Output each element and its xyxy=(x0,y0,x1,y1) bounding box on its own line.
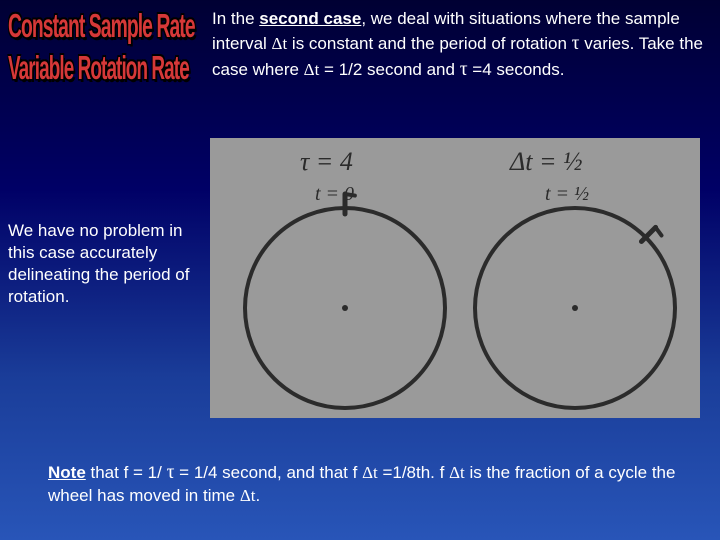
note-t1: that f = 1/ xyxy=(86,463,167,482)
wordart-line-1: Constant Sample Rate xyxy=(8,8,192,46)
intro-post2: is constant and the period of rotation xyxy=(287,34,571,53)
delta-t: Δt xyxy=(272,34,288,53)
rotation-diagram: τ = 4Δt = ½t = 0t = ½ xyxy=(210,138,700,423)
delta-t: Δt xyxy=(240,486,256,505)
note-t2: = 1/4 second, and that f xyxy=(174,463,362,482)
diagram-svg: τ = 4Δt = ½t = 0t = ½ xyxy=(210,138,700,418)
tau-symbol: τ xyxy=(460,59,468,80)
intro-pre: In the xyxy=(212,9,259,28)
tau-symbol: τ xyxy=(572,33,580,54)
side-caption: We have no problem in this case accurate… xyxy=(8,220,203,308)
intro-post4: = 1/2 second and xyxy=(319,60,459,79)
svg-text:t = ½: t = ½ xyxy=(545,183,589,205)
note-t3: =1/8th. f xyxy=(378,463,449,482)
svg-text:Δt = ½: Δt = ½ xyxy=(509,147,583,176)
intro-paragraph: In the second case, we deal with situati… xyxy=(212,8,707,84)
delta-t: Δt xyxy=(449,463,465,482)
note-paragraph: Note that f = 1/ τ = 1/4 second, and tha… xyxy=(48,460,688,508)
wordart-line-2: Variable Rotation Rate xyxy=(8,50,188,88)
intro-emph: second case xyxy=(259,9,361,28)
note-emph: Note xyxy=(48,463,86,482)
wordart-title: Constant Sample Rate Variable Rotation R… xyxy=(8,8,208,74)
svg-text:τ = 4: τ = 4 xyxy=(300,147,353,176)
note-t5: . xyxy=(255,486,260,505)
delta-t: Δt xyxy=(362,463,378,482)
intro-post5: =4 seconds. xyxy=(468,60,565,79)
delta-t: Δt xyxy=(304,60,320,79)
